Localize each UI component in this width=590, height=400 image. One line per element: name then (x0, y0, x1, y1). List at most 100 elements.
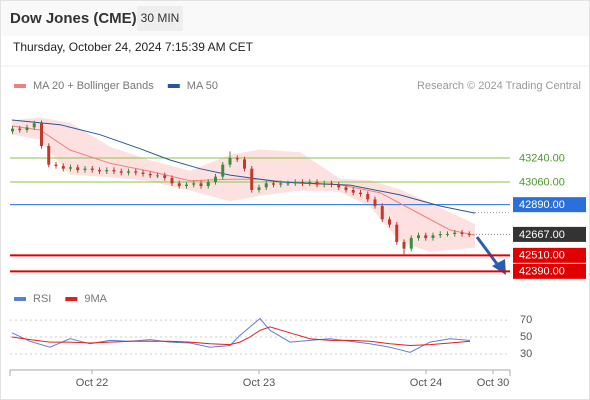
y-tick-label: 30 (520, 348, 532, 360)
candle-body (76, 167, 80, 170)
candle-body (185, 184, 188, 186)
candle-body (388, 219, 391, 225)
candle-body (293, 182, 297, 184)
candle-body (228, 158, 232, 165)
candle-body (112, 170, 116, 172)
candle-body (98, 170, 101, 172)
bollinger-fill (12, 118, 475, 252)
candle-body (446, 234, 449, 235)
candle-body (199, 183, 203, 186)
candle-body (409, 238, 413, 249)
candle-body (235, 158, 239, 160)
candle-body (243, 159, 246, 169)
interval: 30 MIN (141, 11, 180, 25)
candle-body (380, 206, 384, 220)
candle-body (250, 168, 254, 190)
level-label: 42510.00 (519, 250, 565, 262)
candle-body (301, 182, 304, 184)
level-label: 42390.00 (519, 266, 565, 278)
interval-box (137, 6, 183, 31)
candle-body (344, 187, 348, 190)
candle-body (32, 123, 36, 128)
x-tick-label: Oct 22 (76, 377, 108, 389)
candle-body (417, 235, 420, 238)
legend-label: MA 20 + Bollinger Bands (33, 80, 154, 92)
candle-body (163, 175, 167, 178)
candle-body (177, 183, 181, 186)
candle-body (156, 175, 159, 177)
candle-body (54, 164, 58, 166)
candle-body (438, 234, 442, 236)
header-bar (1, 1, 589, 36)
candle-body (105, 170, 109, 172)
candle-body (61, 166, 65, 169)
datetime: Thursday, October 24, 2024 7:15:39 AM CE… (13, 40, 254, 54)
candle-body (467, 234, 471, 235)
candle-body (141, 172, 145, 174)
candle-body (286, 183, 290, 185)
candle-body (366, 194, 370, 200)
candle-body (272, 183, 275, 185)
candle-body (40, 123, 43, 146)
candle-body (402, 242, 406, 249)
candle-body (25, 127, 29, 130)
candle-body (83, 168, 87, 170)
candle-body (322, 183, 326, 185)
candle-body (214, 176, 217, 182)
bollinger-upper (11, 117, 476, 226)
candle-body (315, 182, 319, 185)
ma-line (11, 119, 476, 214)
candle-body (257, 187, 261, 190)
y-tick-label: 70 (520, 314, 532, 326)
candle-body (134, 171, 138, 173)
candle-body (170, 178, 174, 184)
level-label: 43240.00 (519, 152, 565, 164)
y-tick-label: 50 (520, 331, 532, 343)
candle-body (460, 232, 464, 234)
candle-body (453, 232, 457, 234)
candle-body (431, 235, 435, 238)
candle-body (90, 168, 94, 170)
instrument-title: Dow Jones (CME) (10, 10, 137, 27)
candle-body (424, 235, 428, 238)
candle-body (279, 183, 283, 185)
legend-label: 9MA (84, 293, 107, 305)
level-label: 42667.00 (519, 229, 565, 241)
x-tick-label: Oct 30 (477, 377, 509, 389)
legend-label: RSI (33, 293, 51, 305)
candle-body (373, 199, 377, 206)
level-label-box (513, 226, 586, 242)
ma-line (11, 125, 476, 236)
candle-body (47, 146, 51, 165)
indicator-line (11, 326, 471, 347)
candle-body (330, 183, 333, 185)
forecast-arrow (475, 236, 502, 269)
level-label-box (513, 247, 586, 263)
x-tick-label: Oct 24 (410, 377, 442, 389)
level-label-box (513, 197, 586, 213)
candle-body (192, 183, 196, 185)
candle-body (351, 190, 355, 193)
x-tick-label: Oct 23 (243, 377, 275, 389)
candle-body (308, 182, 312, 184)
candle-body (119, 171, 123, 173)
bollinger-lower (11, 133, 476, 252)
legend-label: MA 50 (187, 80, 218, 92)
candle-body (127, 171, 130, 173)
source: Research © 2024 Trading Central (417, 80, 581, 92)
candle-body (18, 128, 22, 130)
candle-body (395, 224, 399, 242)
candle-body (221, 164, 225, 177)
candle-body (69, 167, 72, 169)
candle-body (148, 174, 152, 176)
candle-body (11, 128, 14, 132)
candle-body (359, 192, 362, 194)
level-label: 42890.00 (519, 199, 565, 211)
candle-body (206, 182, 210, 186)
candle-body (264, 183, 268, 188)
level-label-box (513, 263, 586, 279)
candle-body (337, 184, 341, 188)
level-label: 43060.00 (519, 176, 565, 188)
